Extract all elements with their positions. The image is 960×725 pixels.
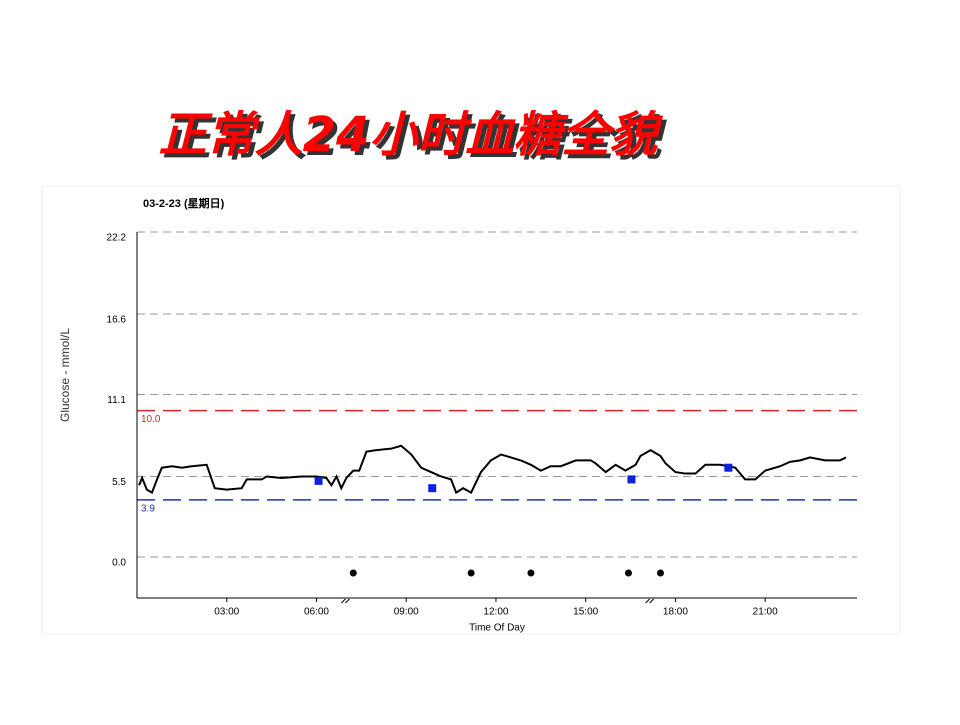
y-tick-label: 16.6	[107, 315, 127, 326]
gap-marker	[645, 598, 654, 604]
x-axis-label: Time Of Day	[469, 623, 525, 634]
chart-frame	[41, 185, 901, 635]
event-marker	[527, 569, 535, 577]
y-tick-label: 5.5	[112, 477, 126, 488]
x-tick-label: 15:00	[573, 607, 598, 618]
event-marker	[467, 569, 475, 577]
title: 正常人24小时血糖全貌	[159, 107, 664, 163]
y-tick-label: 11.1	[107, 395, 126, 406]
x-tick-label: 12:00	[483, 607, 508, 618]
y-tick-label: 0.0	[112, 558, 126, 569]
meter-reading	[627, 475, 636, 484]
title-shadow: 正常人24小时血糖全貌	[163, 111, 668, 167]
x-tick-label: 21:00	[753, 607, 778, 618]
meter-reading	[428, 484, 437, 493]
x-tick-label: 06:00	[304, 607, 329, 618]
event-marker	[349, 569, 357, 577]
x-tick-label: 18:00	[663, 607, 688, 618]
reference-label: 3.9	[141, 504, 155, 515]
event-marker	[624, 569, 632, 577]
x-tick-label: 09:00	[394, 607, 419, 618]
glucose-line	[138, 444, 847, 495]
meter-reading	[314, 476, 323, 485]
y-tick-label: 22.2	[107, 233, 127, 244]
event-marker	[656, 569, 664, 577]
meter-reading	[724, 463, 733, 472]
x-tick-label: 03:00	[214, 607, 239, 618]
subtitle: 03-2-23 (星期日)	[143, 196, 225, 210]
gap-marker	[341, 598, 350, 604]
reference-label: 10.0	[141, 414, 161, 425]
y-axis-label: Glucose - mmol/L	[58, 328, 72, 422]
